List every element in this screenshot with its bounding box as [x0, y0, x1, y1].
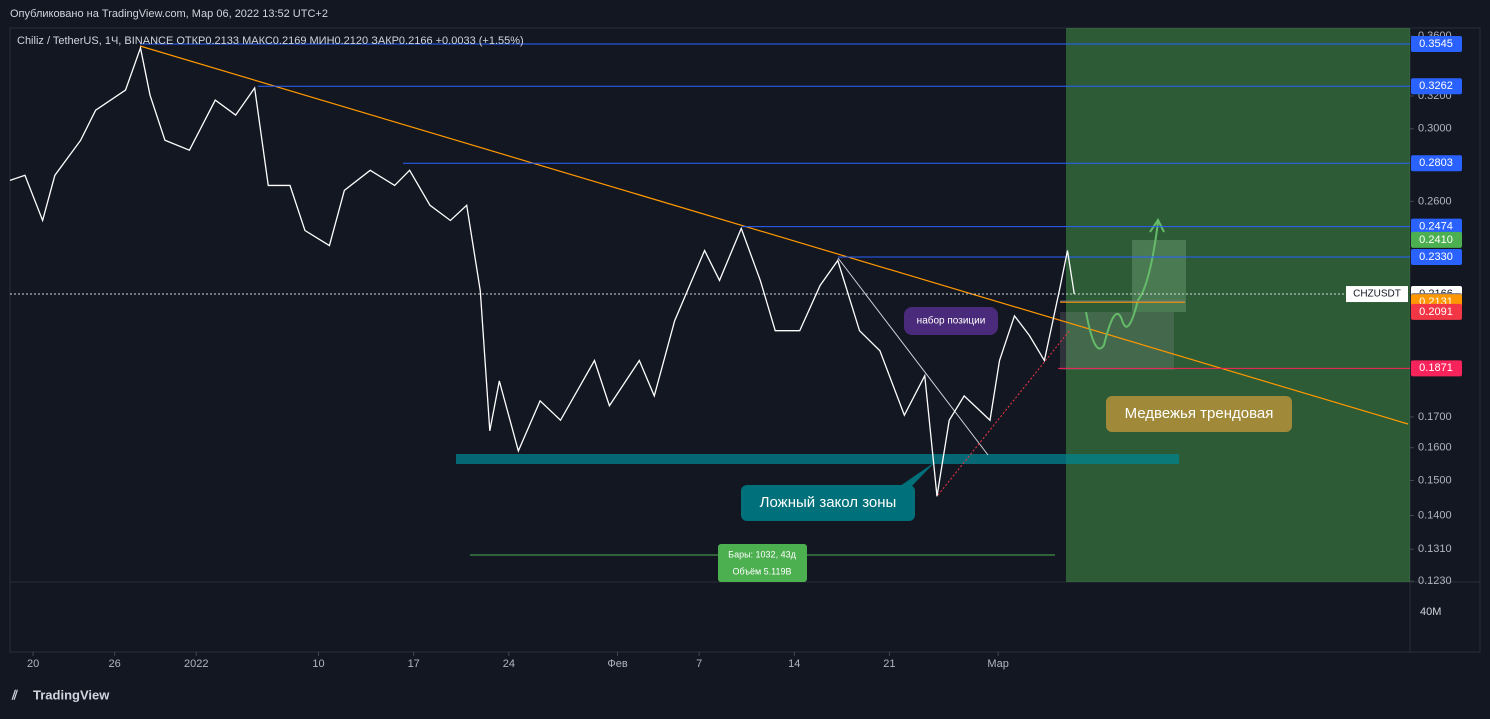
range-bars: Бары: 1032, 43д: [728, 549, 796, 559]
price-tag: [1411, 155, 1462, 172]
x-tick-label: 20: [27, 658, 39, 670]
box: [1060, 312, 1174, 370]
symbol-tag: [1346, 286, 1408, 303]
price-tag: [1411, 78, 1462, 95]
x-tick-label: 10: [312, 658, 324, 670]
header: Опубликовано на TradingView.com, Мар 06,…: [10, 8, 328, 20]
price-tag: [1411, 231, 1462, 248]
volume-label: 40M: [1420, 606, 1441, 618]
price-tag-label: 0.2803: [1419, 157, 1453, 169]
x-tick-label: 17: [408, 658, 420, 670]
x-tick-label: Мар: [987, 658, 1009, 670]
y-tick-label: 0.1230: [1418, 575, 1452, 587]
arrow-head: [1149, 218, 1165, 233]
box: [1132, 240, 1186, 312]
footer: TradingView: [33, 687, 110, 702]
y-tick-label: 0.1600: [1418, 442, 1452, 454]
range-box: [718, 544, 807, 582]
range-volume: Объём 5.119B: [732, 566, 791, 576]
price-tag-label: 0.2330: [1419, 251, 1453, 263]
price-tag-label: 0.2091: [1419, 306, 1453, 318]
x-tick-label: 21: [883, 658, 895, 670]
y-tick-label: 0.1700: [1418, 411, 1452, 423]
callout-tail: [900, 462, 935, 486]
price-tag: [1411, 36, 1462, 53]
trendline: [837, 257, 989, 456]
callout-text: Ложный закол зоны: [760, 494, 897, 511]
x-tick-label: 14: [788, 658, 800, 670]
x-tick-label: 2022: [184, 658, 208, 670]
support-zone: [456, 454, 1179, 464]
x-tick-label: 24: [503, 658, 515, 670]
callout: [741, 485, 915, 521]
price-tag-label: 0.3545: [1419, 38, 1453, 50]
price-tag: [1411, 303, 1462, 320]
price-tag-label: 0.2474: [1419, 220, 1453, 232]
callout: [904, 307, 998, 335]
x-tick-label: Фев: [607, 658, 627, 670]
target-zone: [1066, 28, 1410, 582]
x-tick-label: 26: [109, 658, 121, 670]
price-tag: [1411, 360, 1462, 377]
price-tag-label: 0.2410: [1419, 234, 1453, 246]
y-tick-label: 0.1400: [1418, 509, 1452, 521]
trendline: [139, 45, 1409, 425]
trendline: [937, 329, 1071, 496]
callout-text: Медвежья трендовая: [1125, 405, 1274, 422]
y-tick-label: 0.1310: [1418, 543, 1452, 555]
projection-arrow: [1085, 221, 1159, 350]
price-tag-label: 0.1871: [1419, 362, 1453, 374]
price-tag-label: 0.3262: [1419, 80, 1453, 92]
y-tick-label: 0.3000: [1418, 123, 1452, 135]
price-tag: [1411, 249, 1462, 266]
y-tick-label: 0.2600: [1418, 195, 1452, 207]
logo-mark: ⫽: [11, 687, 18, 702]
callout: [1106, 396, 1292, 432]
y-tick-label: 0.1500: [1418, 474, 1452, 486]
x-tick-label: 7: [696, 658, 702, 670]
callout-text: набор позиции: [917, 315, 986, 327]
legend: Chiliz / TetherUS, 1Ч, BINANCE ОТКР0.213…: [17, 35, 524, 47]
price-tag: [1411, 218, 1462, 235]
symbol-label: CHZUSDT: [1353, 289, 1401, 300]
price-line: [9, 45, 1075, 497]
